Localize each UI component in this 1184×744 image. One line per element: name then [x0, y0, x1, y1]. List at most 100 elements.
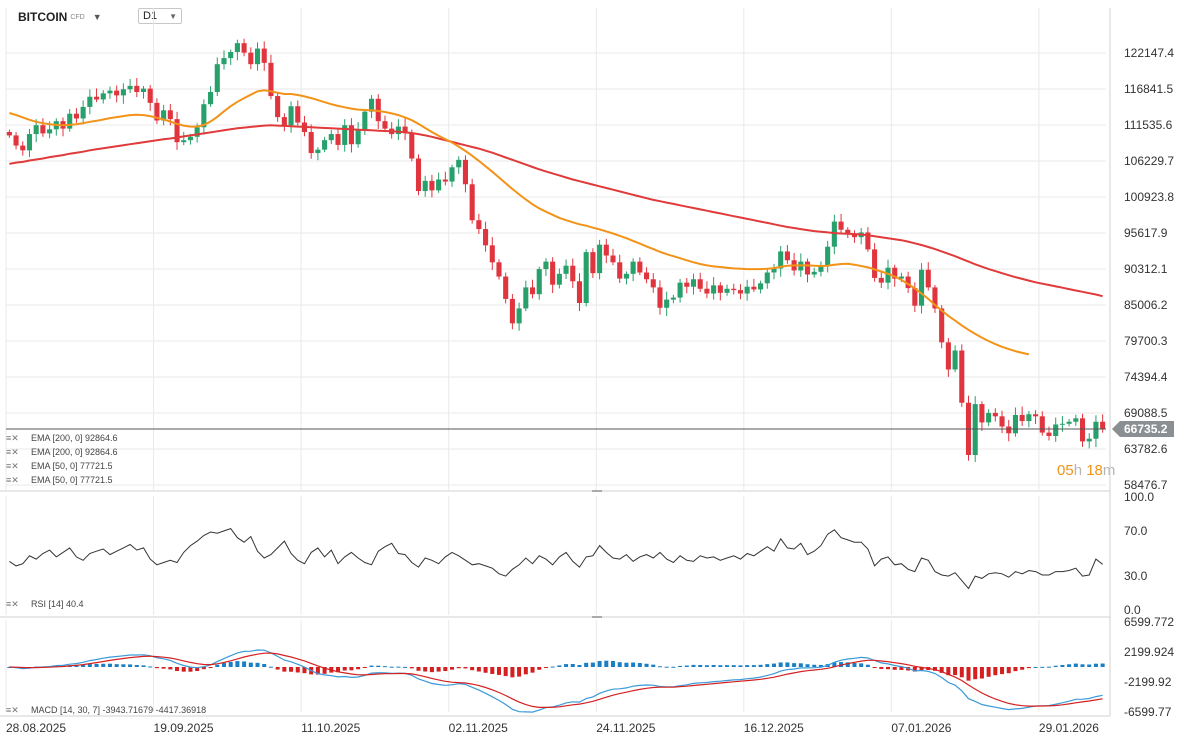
- legend-menu-icon: ≡✕: [6, 447, 19, 457]
- macd-histogram-bar: [986, 667, 991, 677]
- candle: [603, 244, 609, 256]
- macd-histogram-bar: [664, 666, 669, 668]
- candle: [717, 285, 723, 293]
- candle: [208, 91, 214, 105]
- candle: [905, 276, 911, 289]
- candle: [898, 276, 904, 279]
- macd-histogram-bar: [517, 667, 522, 677]
- candle: [436, 179, 442, 191]
- macd-histogram-bar: [121, 664, 126, 668]
- macd-histogram-bar: [657, 666, 662, 668]
- candle: [503, 276, 509, 299]
- macd-histogram-bar: [362, 667, 367, 668]
- candle: [395, 126, 401, 135]
- macd-histogram-bar: [134, 664, 139, 668]
- macd-histogram-bar: [631, 662, 636, 667]
- y-tick-label: 74394.4: [1124, 370, 1168, 384]
- candle: [120, 89, 126, 96]
- candle: [959, 350, 965, 403]
- candle: [308, 132, 314, 154]
- rsi-line: [9, 528, 1103, 590]
- candle: [369, 98, 375, 112]
- macd-histogram-bar: [510, 667, 515, 678]
- macd-histogram-bar: [429, 667, 434, 673]
- candle: [597, 244, 603, 274]
- candle: [382, 121, 388, 129]
- candle: [878, 277, 884, 283]
- macd-histogram-bar: [154, 667, 159, 669]
- macd-histogram-bar: [436, 667, 441, 672]
- macd-histogram-bar: [812, 664, 817, 667]
- candle: [489, 245, 495, 263]
- candle: [422, 180, 428, 192]
- candle: [637, 261, 643, 273]
- candle: [570, 265, 576, 282]
- macd-histogram-bar: [946, 667, 951, 676]
- macd-histogram-bar: [731, 665, 736, 667]
- macd-histogram-bar: [745, 665, 750, 667]
- candle: [483, 229, 489, 246]
- macd-histogram-bar: [584, 662, 589, 667]
- candle: [87, 96, 93, 107]
- candle: [623, 273, 629, 279]
- candle: [362, 111, 368, 130]
- macd-histogram-bar: [637, 663, 642, 667]
- candle: [885, 267, 891, 283]
- rsi-tick-label: 0.0: [1124, 603, 1141, 617]
- x-tick-label: 02.11.2025: [449, 721, 508, 735]
- candle: [550, 261, 556, 285]
- macd-histogram-bar: [262, 664, 267, 667]
- macd-histogram-bar: [289, 667, 294, 672]
- chevron-down-icon[interactable]: ▼: [92, 12, 102, 22]
- macd-histogram-bar: [322, 667, 327, 674]
- candle: [181, 140, 187, 143]
- macd-histogram-bar: [738, 665, 743, 668]
- macd-histogram-bar: [409, 667, 414, 669]
- macd-histogram-bar: [470, 667, 475, 671]
- y-tick-label: 100923.8: [1124, 190, 1174, 204]
- candle: [1079, 418, 1086, 442]
- candle: [1033, 414, 1039, 417]
- candle: [67, 113, 73, 129]
- macd-histogram-bar: [530, 667, 535, 673]
- macd-histogram-bar: [268, 666, 273, 668]
- candle: [1019, 414, 1025, 422]
- macd-histogram-bar: [644, 663, 649, 667]
- macd-histogram-bar: [886, 667, 891, 670]
- candle: [6, 132, 12, 136]
- macd-histogram-bar: [490, 667, 495, 674]
- symbol-name: BITCOIN: [18, 10, 68, 24]
- candle: [724, 288, 730, 293]
- macd-histogram-bar: [396, 666, 401, 668]
- candle: [1006, 426, 1012, 434]
- chevron-down-icon: ▼: [169, 11, 177, 21]
- macd-histogram-bar: [1013, 667, 1018, 672]
- macd-histogram-bar: [1006, 667, 1011, 674]
- macd-histogram-bar: [543, 667, 548, 668]
- macd-histogram-bar: [590, 662, 595, 668]
- candle: [731, 288, 737, 291]
- candle: [516, 308, 522, 324]
- candle: [932, 287, 938, 309]
- candle: [328, 134, 334, 141]
- macd-histogram-bar: [161, 667, 166, 669]
- candle: [288, 106, 294, 126]
- x-tick-label: 19.09.2025: [154, 721, 214, 735]
- candle: [1093, 421, 1099, 439]
- y-tick-label: 106229.7: [1124, 154, 1174, 168]
- candle: [811, 271, 817, 275]
- candle: [986, 412, 992, 423]
- candle: [831, 221, 837, 247]
- candle: [583, 252, 589, 304]
- candle: [187, 136, 193, 141]
- rsi-legend-label: RSI [14] 40.4: [31, 599, 84, 609]
- candle: [892, 267, 898, 279]
- candle: [315, 149, 321, 154]
- macd-histogram-bar: [242, 661, 247, 667]
- macd-histogram-bar: [423, 667, 428, 672]
- macd-histogram-bar: [295, 667, 300, 673]
- macd-histogram-bar: [1033, 666, 1038, 668]
- symbol-selector[interactable]: BITCOIN CFD ▼: [18, 8, 102, 26]
- candle: [1053, 424, 1059, 436]
